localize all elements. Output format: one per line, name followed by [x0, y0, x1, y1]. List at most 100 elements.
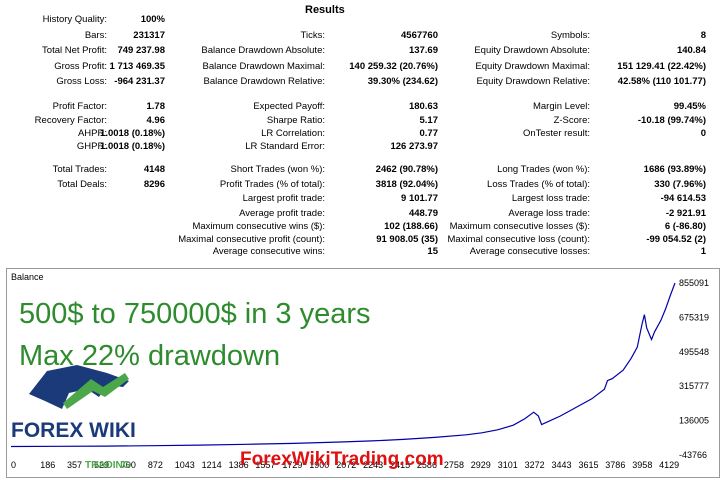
stat-label: AHPR: [77, 128, 107, 139]
x-tick-label: 3101 [498, 460, 518, 470]
stat-label: History Quality: [42, 14, 107, 25]
stat-value: 448.79 [408, 208, 438, 219]
stat-label: Margin Level: [532, 101, 590, 112]
stat-label: Sharpe Ratio: [266, 115, 325, 126]
stat-value: 1686 (93.89%) [643, 164, 706, 175]
x-tick-label: 872 [148, 460, 163, 470]
stat-label: Ticks: [300, 30, 325, 41]
x-tick-label: 2929 [471, 460, 491, 470]
stat-value: 91 908.05 (35) [376, 234, 438, 245]
stat-value: 231317 [133, 30, 165, 41]
stat-value: -99 054.52 (2) [646, 234, 706, 245]
stat-label: LR Correlation: [261, 128, 325, 139]
x-tick-label: 2415 [390, 460, 410, 470]
x-tick-label: 2758 [444, 460, 464, 470]
stat-label: Balance Drawdown Absolute: [201, 45, 325, 56]
stat-label: Average loss trade: [508, 208, 590, 219]
stat-label: OnTester result: [522, 128, 590, 139]
balance-line [10, 282, 676, 448]
stat-label: Maximal consecutive profit (count): [178, 234, 325, 245]
x-tick-label: 3786 [605, 460, 625, 470]
stat-value: 6 (-86.80) [664, 221, 706, 232]
stat-value: 151 129.41 (22.42%) [617, 61, 706, 72]
stat-label: Equity Drawdown Absolute: [474, 45, 590, 56]
y-tick-label: 855091 [679, 278, 709, 288]
stat-label: Average consecutive wins: [212, 246, 325, 257]
x-tick-label: 186 [40, 460, 55, 470]
stat-value: 39.30% (234.62) [367, 76, 438, 87]
y-axis-ticks: 855091 675319 495548 315777 136005 -43766 [679, 278, 709, 460]
stat-label: Balance Drawdown Relative: [203, 76, 325, 87]
y-tick-label: 136005 [679, 416, 709, 426]
stat-label: Equity Drawdown Relative: [476, 76, 590, 87]
stat-label: Gross Profit: [54, 61, 107, 72]
stat-value: -10.18 (99.74%) [637, 115, 706, 126]
watermark-url: ForexWikiTrading.com [240, 449, 444, 470]
stat-value: 99.45% [673, 101, 706, 112]
stat-value: 1 713 469.35 [109, 61, 165, 72]
stat-label: Balance Drawdown Maximal: [202, 61, 326, 72]
stat-value: 8296 [143, 179, 165, 190]
stat-value: 42.58% (110 101.77) [617, 76, 706, 87]
stat-label: Largest profit trade: [242, 193, 325, 204]
balance-chart-svg: Balance 0 186 357 529 700 872 1043 1214 1386 1557… [10, 272, 709, 471]
stat-value: -2 921.91 [665, 208, 706, 219]
stat-label: Long Trades (won %): [497, 164, 590, 175]
x-tick-label: 529 [94, 460, 109, 470]
overlay-drawdown: Max 22% drawdown [19, 340, 280, 372]
forex-wiki-logo: FOREX WIKI TRADING [11, 365, 136, 471]
x-tick-label: 1214 [202, 460, 222, 470]
stat-value: 140.84 [676, 45, 706, 56]
x-tick-label: 2072 [336, 460, 356, 470]
y-tick-label: 495548 [679, 347, 709, 357]
stat-value: 126 273.97 [390, 141, 438, 152]
x-tick-label: 3615 [578, 460, 598, 470]
stat-value: 140 259.32 (20.76%) [349, 61, 438, 72]
stat-value: 0.77 [419, 128, 439, 139]
stat-label: Maximum consecutive losses ($): [449, 221, 590, 232]
x-tick-label: 3272 [525, 460, 545, 470]
x-tick-label: 1900 [309, 460, 329, 470]
balance-chart: Balance 0 186 357 529 700 872 1043 1214 1386 1557… [6, 268, 720, 478]
x-tick-label: 1043 [175, 460, 195, 470]
x-tick-label: 1386 [229, 460, 249, 470]
stat-value: 4.96 [146, 115, 166, 126]
stat-value: 100% [140, 14, 165, 25]
stat-value: 5.17 [419, 115, 439, 126]
stat-label: Bars: [84, 30, 107, 41]
chart-title: Balance [11, 272, 44, 282]
stat-label: Gross Loss: [56, 76, 107, 87]
stat-value: 4148 [143, 164, 165, 175]
stat-label: Expected Payoff: [253, 101, 325, 112]
x-tick-label: 3443 [551, 460, 571, 470]
x-axis-ticks: 0 186 357 529 700 872 1043 1214 1386 1557 1729 1900… [11, 460, 679, 470]
stat-label: Recovery Factor: [34, 115, 107, 126]
stat-value: 137.69 [408, 45, 438, 56]
logo-main-text: FOREX WIKI [11, 419, 136, 442]
y-tick-label: 675319 [679, 312, 709, 322]
x-tick-label: 2243 [363, 460, 383, 470]
stat-label: LR Standard Error: [245, 141, 325, 152]
stat-label: Profit Trades (% of total): [219, 179, 325, 190]
stat-value: 102 (188.66) [384, 221, 438, 232]
stat-value: 1.0018 (0.18%) [100, 128, 165, 139]
stat-label: Total Net Profit: [42, 45, 107, 56]
stat-value: 749 237.98 [117, 45, 165, 56]
stat-label: Equity Drawdown Maximal: [475, 61, 590, 72]
stat-value: 8 [700, 30, 706, 41]
x-tick-label: 1729 [282, 460, 302, 470]
stat-label: Z-Score: [553, 115, 590, 126]
x-tick-label: 4129 [659, 460, 679, 470]
x-tick-label: 0 [11, 460, 16, 470]
stat-value: 2462 (90.78%) [375, 164, 438, 175]
stat-value: 180.63 [408, 101, 438, 112]
stat-value: 15 [427, 246, 438, 257]
stat-value: 1 [700, 246, 706, 257]
stat-value: -964 231.37 [114, 76, 165, 87]
stat-label: Total Deals: [57, 179, 107, 190]
stat-label: Loss Trades (% of total): [487, 179, 590, 190]
x-tick-label: 3958 [632, 460, 652, 470]
overlay-headline: 500$ to 750000$ in 3 years [19, 298, 371, 330]
stat-value: 1.0018 (0.18%) [100, 141, 165, 152]
stat-value: 0 [700, 128, 706, 139]
